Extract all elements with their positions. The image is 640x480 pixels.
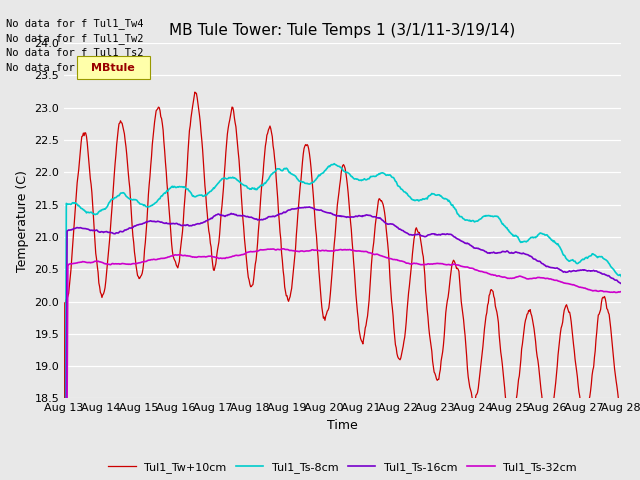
Tul1_Tw+10cm <box>269 143 277 149</box>
Line: Tul1_Tw+10cm: Tul1_Tw+10cm <box>64 92 640 480</box>
Tul1_Ts-8cm <box>130 196 138 202</box>
Y-axis label: Temperature (C): Temperature (C) <box>16 170 29 272</box>
Tul1_Ts-16cm <box>268 214 276 219</box>
Tul1_Ts-8cm <box>456 214 464 219</box>
Legend: Tul1_Tw+10cm, Tul1_Ts-8cm, Tul1_Ts-16cm, Tul1_Ts-32cm: Tul1_Tw+10cm, Tul1_Ts-8cm, Tul1_Ts-16cm,… <box>103 457 582 477</box>
Tul1_Ts-32cm <box>268 246 276 252</box>
Tul1_Ts-32cm <box>456 263 464 269</box>
X-axis label: Time: Time <box>327 419 358 432</box>
Text: No data for f Tul1_Ts2: No data for f Tul1_Ts2 <box>6 47 144 58</box>
Tul1_Ts-32cm <box>130 261 138 266</box>
Tul1_Ts-8cm <box>423 196 431 202</box>
Tul1_Tw+10cm <box>423 307 431 312</box>
Tul1_Ts-8cm <box>268 171 276 177</box>
Tul1_Ts-32cm <box>239 252 246 258</box>
Tul1_Tw+10cm <box>191 89 198 95</box>
Tul1_Ts-8cm <box>239 181 246 187</box>
Tul1_Ts-32cm <box>292 248 300 254</box>
Tul1_Ts-16cm <box>423 233 431 239</box>
Tul1_Ts-16cm <box>291 206 299 212</box>
Line: Tul1_Ts-32cm: Tul1_Ts-32cm <box>64 249 640 480</box>
Line: Tul1_Ts-16cm: Tul1_Ts-16cm <box>64 207 640 480</box>
Text: No data for f Tul1_Ts5: No data for f Tul1_Ts5 <box>6 61 144 72</box>
Tul1_Tw+10cm <box>130 240 138 245</box>
Tul1_Ts-16cm <box>130 224 138 229</box>
Tul1_Tw+10cm <box>240 224 248 230</box>
Title: MB Tule Tower: Tule Temps 1 (3/1/11-3/19/14): MB Tule Tower: Tule Temps 1 (3/1/11-3/19… <box>169 23 516 38</box>
Tul1_Ts-32cm <box>423 261 431 267</box>
Tul1_Ts-16cm <box>239 213 246 218</box>
Tul1_Tw+10cm <box>292 246 300 252</box>
Text: No data for f Tul1_Tw2: No data for f Tul1_Tw2 <box>6 33 144 44</box>
Line: Tul1_Ts-8cm: Tul1_Ts-8cm <box>64 164 640 480</box>
Tul1_Ts-16cm <box>306 204 314 210</box>
FancyBboxPatch shape <box>77 56 150 79</box>
Text: MBtule: MBtule <box>92 63 135 72</box>
Tul1_Ts-16cm <box>456 238 464 243</box>
Tul1_Ts-8cm <box>330 161 338 167</box>
Tul1_Ts-8cm <box>291 173 299 179</box>
Tul1_Tw+10cm <box>456 288 464 294</box>
Text: No data for f Tul1_Tw4: No data for f Tul1_Tw4 <box>6 18 144 29</box>
Tul1_Ts-32cm <box>278 246 286 252</box>
